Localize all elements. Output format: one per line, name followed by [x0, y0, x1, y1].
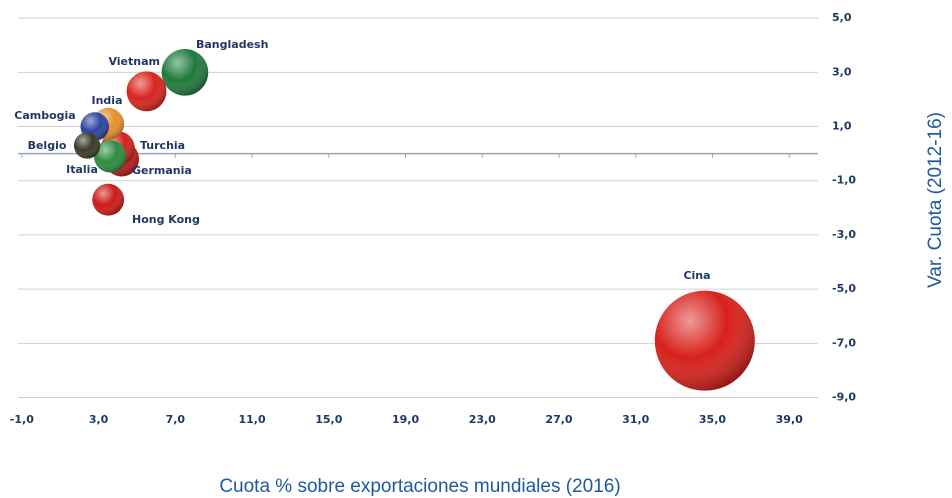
bubble-shine [161, 49, 209, 96]
y-tick-label: -1,0 [832, 174, 856, 187]
bubble-shine [73, 132, 101, 159]
bubble-shine [93, 140, 127, 173]
point-label: Hong Kong [132, 213, 200, 226]
x-tick-label: 35,0 [699, 413, 726, 426]
x-tick-label: -1,0 [10, 413, 34, 426]
bubble-shine [92, 183, 125, 216]
bubble-shine [126, 71, 167, 112]
bubble-shine [654, 290, 755, 391]
x-tick-label: 39,0 [776, 413, 803, 426]
point-label: Germania [132, 164, 192, 177]
point-label: Cina [683, 269, 710, 282]
y-tick-label: -3,0 [832, 228, 856, 241]
x-tick-label: 23,0 [469, 413, 496, 426]
y-tick-label: 5,0 [832, 11, 852, 24]
point-label: Cambogia [14, 109, 75, 122]
y-tick-label: 1,0 [832, 120, 852, 133]
y-axis-title: Var. Cuota (2012-16) [925, 112, 946, 288]
y-tick-label: 3,0 [832, 65, 852, 78]
x-tick-label: 3,0 [89, 413, 109, 426]
point-label: India [92, 94, 123, 107]
y-tick-label: -5,0 [832, 282, 856, 295]
point-label: Turchia [140, 139, 185, 152]
x-tick-label: 7,0 [166, 413, 186, 426]
point-label: Bangladesh [196, 38, 268, 51]
point-label: Belgio [28, 139, 67, 152]
x-tick-label: 19,0 [392, 413, 419, 426]
x-tick-label: 11,0 [238, 413, 265, 426]
y-tick-label: -7,0 [832, 336, 856, 349]
point-label: Vietnam [108, 55, 160, 68]
y-tick-label: -9,0 [832, 391, 856, 404]
x-tick-label: 27,0 [545, 413, 572, 426]
x-axis-title: Cuota % sobre exportaciones mundiales (2… [219, 476, 620, 497]
x-tick-label: 15,0 [315, 413, 342, 426]
point-label: Italia [66, 163, 98, 176]
x-tick-label: 31,0 [622, 413, 649, 426]
